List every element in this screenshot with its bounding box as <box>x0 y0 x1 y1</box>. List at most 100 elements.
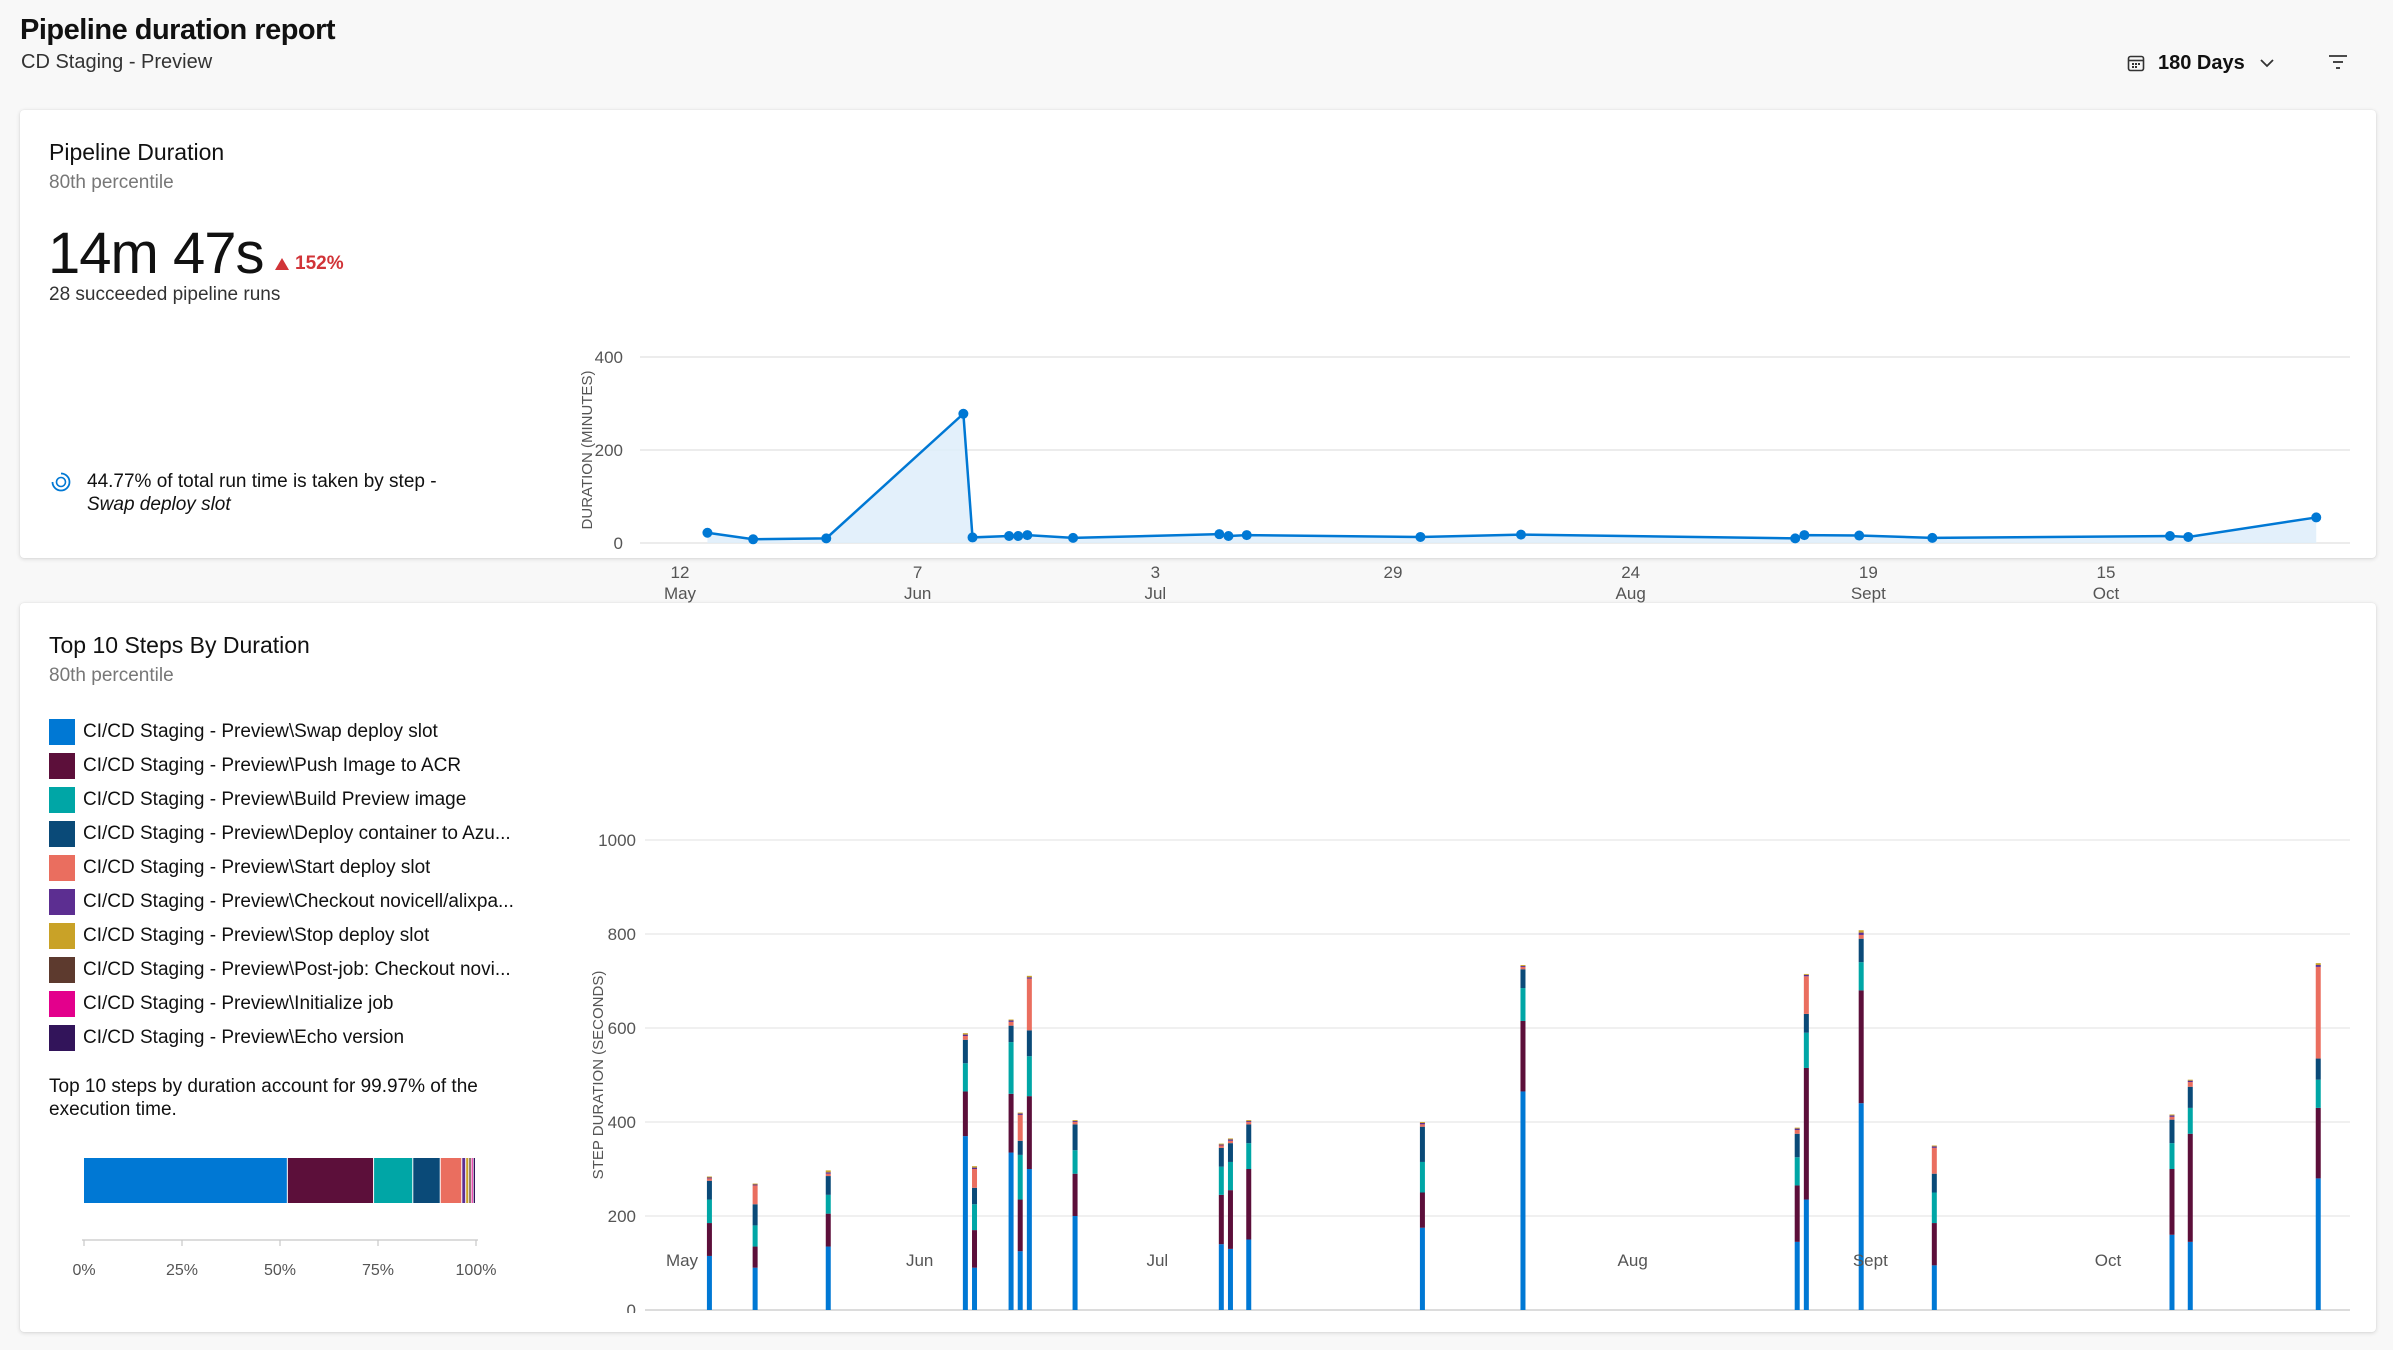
bar-segment <box>1008 1042 1014 1094</box>
bar-segment <box>1072 1121 1078 1122</box>
bar-segment <box>2169 1234 2175 1310</box>
bar-segment <box>1858 938 1864 963</box>
share-segment <box>471 1158 473 1203</box>
bar-segment <box>962 1136 968 1310</box>
x-tick-month: Aug <box>1617 1251 1648 1270</box>
data-point <box>1854 530 1865 541</box>
bar-segment <box>1008 1020 1014 1022</box>
legend-item[interactable]: CI/CD Staging - Preview\Initialize job <box>49 987 514 1021</box>
x-tick-month: May <box>665 1251 699 1270</box>
data-point <box>2311 512 2322 523</box>
steps-legend: CI/CD Staging - Preview\Swap deploy slot… <box>49 715 514 1055</box>
legend-item[interactable]: CI/CD Staging - Preview\Swap deploy slot <box>49 715 514 749</box>
data-point <box>1799 530 1810 541</box>
legend-item[interactable]: CI/CD Staging - Preview\Deploy container… <box>49 817 514 851</box>
x-tick-label: 100% <box>456 1262 497 1279</box>
bar-segment <box>1246 1143 1252 1169</box>
bar-segment <box>2315 1079 2321 1108</box>
bar-segment <box>1026 1056 1032 1097</box>
bar-segment <box>1931 1147 1937 1174</box>
legend-label: CI/CD Staging - Preview\Build Preview im… <box>83 789 467 810</box>
x-tick-month: Jun <box>905 1251 934 1270</box>
pipeline-name: CD Staging - Preview <box>21 51 213 73</box>
x-tick-month: Sept <box>1851 584 1886 603</box>
bar-segment <box>1017 1112 1023 1114</box>
chevron-down-icon <box>2260 59 2274 68</box>
bar-segment <box>1017 1154 1023 1200</box>
bar-segment <box>1026 1096 1032 1169</box>
bar-segment <box>1858 962 1864 991</box>
bar-segment <box>1419 1126 1425 1162</box>
x-tick-month: Jun <box>904 584 931 603</box>
bar-segment <box>1858 934 1864 939</box>
bar-segment <box>2187 1082 2193 1087</box>
bar-segment <box>1246 1121 1252 1122</box>
insight-icon <box>51 472 71 492</box>
legend-item[interactable]: CI/CD Staging - Preview\Post-job: Checko… <box>49 953 514 987</box>
y-tick-label: 800 <box>608 925 636 944</box>
legend-label: CI/CD Staging - Preview\Start deploy slo… <box>83 857 431 878</box>
bar-segment <box>1072 1122 1078 1125</box>
data-point <box>1790 533 1801 544</box>
data-point <box>958 408 969 419</box>
x-tick-label: 3 <box>1151 563 1160 582</box>
share-segment <box>466 1158 469 1203</box>
legend-label: CI/CD Staging - Preview\Checkout novicel… <box>83 891 514 912</box>
data-point <box>1068 532 1079 543</box>
insight-step: Swap deploy slot <box>87 494 231 515</box>
data-point <box>1415 531 1426 542</box>
data-point <box>2183 531 2194 542</box>
bar-segment <box>2169 1114 2175 1116</box>
legend-swatch <box>49 1025 75 1051</box>
bar-segment <box>1803 1199 1809 1310</box>
bar-segment <box>1794 1133 1800 1158</box>
bar-segment <box>1803 1013 1809 1033</box>
bar-segment <box>1218 1244 1224 1310</box>
bar-segment <box>2169 1119 2175 1144</box>
bar-segment <box>752 1267 758 1310</box>
bar-segment <box>1227 1190 1233 1249</box>
legend-item[interactable]: CI/CD Staging - Preview\Checkout novicel… <box>49 885 514 919</box>
x-tick-label: 12 <box>671 563 690 582</box>
bar-segment <box>2187 1086 2193 1108</box>
bar-segment <box>1931 1192 1937 1224</box>
bar-segment <box>1008 1019 1014 1021</box>
bar-segment <box>1803 1032 1809 1068</box>
bar-segment <box>2315 966 2321 1059</box>
x-tick-label: 0% <box>72 1262 95 1279</box>
bar-segment <box>1794 1185 1800 1242</box>
bar-segment <box>1072 1124 1078 1151</box>
bar-segment <box>1419 1122 1425 1125</box>
bar-segment <box>706 1178 712 1181</box>
bar-segment <box>1419 1122 1425 1123</box>
bar-segment <box>1520 965 1526 966</box>
calendar-icon <box>2127 55 2145 72</box>
bar-segment <box>972 1187 978 1205</box>
date-range-dropdown[interactable]: 180 Days <box>2126 46 2277 80</box>
bar-segment <box>2315 1178 2321 1310</box>
legend-item[interactable]: CI/CD Staging - Preview\Stop deploy slot <box>49 919 514 953</box>
bar-segment <box>962 1033 968 1035</box>
y-axis-label: DURATION (MINUTES) <box>579 371 596 530</box>
legend-label: CI/CD Staging - Preview\Echo version <box>83 1027 405 1048</box>
steps-share-bar: 0% 25% 50% 75% 100% <box>72 1158 497 1279</box>
legend-item[interactable]: CI/CD Staging - Preview\Push Image to AC… <box>49 749 514 783</box>
bar-segment <box>1227 1139 1233 1141</box>
x-tick-label: 50% <box>264 1262 296 1279</box>
bar-segment <box>1246 1169 1252 1240</box>
bar-segment <box>962 1035 968 1040</box>
bar-segment <box>1246 1122 1252 1125</box>
legend-item[interactable]: CI/CD Staging - Preview\Build Preview im… <box>49 783 514 817</box>
steps-stacked-chart: 0 200 400 600 800 1000 STEP DURATION (SECONDS)… <box>590 831 2350 1313</box>
bar-segment <box>1227 1143 1233 1162</box>
y-tick-label: 400 <box>595 348 623 367</box>
legend-item[interactable]: CI/CD Staging - Preview\Start deploy slo… <box>49 851 514 885</box>
card-subtitle: 80th percentile <box>49 172 174 193</box>
legend-item[interactable]: CI/CD Staging - Preview\Echo version <box>49 1021 514 1055</box>
bar-segment <box>1218 1143 1224 1145</box>
bar-segment <box>1026 1169 1032 1310</box>
bar-segment <box>752 1246 758 1268</box>
bar-segment <box>752 1204 758 1226</box>
bar-segment <box>1803 1067 1809 1200</box>
filter-icon[interactable] <box>2325 50 2351 74</box>
